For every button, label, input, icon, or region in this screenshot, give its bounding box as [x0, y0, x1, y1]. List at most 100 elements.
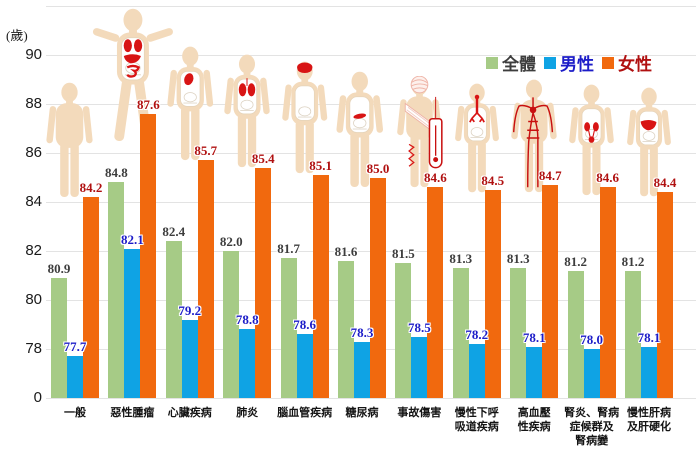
- value-label-all: 81.7: [277, 241, 300, 257]
- legend-label-female: 女性: [618, 55, 652, 74]
- bar-all: [395, 263, 412, 399]
- y-tick-label: 80: [25, 291, 42, 308]
- gridline: [46, 55, 696, 56]
- bar-female: [370, 177, 386, 398]
- y-axis-unit-label: (歲): [6, 28, 28, 43]
- legend-item-male: 男性: [544, 50, 594, 75]
- y-tick-label: 78: [25, 340, 42, 357]
- value-label-female: 87.6: [137, 96, 160, 112]
- category-label: 腎炎、腎病 症候群及 腎病變: [564, 407, 620, 447]
- pancreas-body-icon: [330, 71, 390, 190]
- gridline: [46, 398, 696, 399]
- category-label: 肺炎: [236, 407, 259, 419]
- bar-male: [641, 346, 657, 398]
- value-label-all: 81.5: [392, 246, 415, 262]
- bar-male: [411, 336, 428, 399]
- y-tick-label: 86: [25, 144, 42, 161]
- bar-all: [567, 270, 584, 398]
- bar-all: [510, 268, 527, 398]
- legend-item-all: 全體: [486, 50, 536, 75]
- category-label: 慢性下呼 吸道疾病: [454, 407, 499, 433]
- value-label-all: 82.0: [219, 234, 243, 249]
- value-label-female: 85.7: [194, 143, 218, 159]
- value-label-male: 78.8: [235, 312, 259, 328]
- accident-body-icon: [391, 75, 486, 190]
- y-tick-label: 88: [25, 95, 42, 112]
- y-tick-label: 84: [25, 193, 42, 210]
- bar-male: [296, 334, 313, 398]
- y-tick-label: 82: [25, 242, 42, 259]
- bar-male: [526, 346, 543, 398]
- legend-item-female: 女性: [602, 50, 652, 75]
- bar-female: [599, 187, 616, 398]
- bar-female: [312, 175, 329, 398]
- category-label: 心臟疾病: [167, 407, 212, 419]
- liver-body-icon: [621, 87, 677, 199]
- value-label-male: 78.1: [637, 329, 661, 345]
- gridline: [46, 153, 696, 154]
- legend-swatch-all-icon: [486, 56, 498, 69]
- bar-female: [484, 189, 501, 399]
- bar-all: [452, 268, 469, 398]
- brain-body-icon: [276, 61, 334, 176]
- value-label-all: 81.6: [334, 243, 358, 259]
- bar-male: [468, 344, 485, 398]
- kidney-body-icon: [563, 84, 620, 198]
- bar-male: [239, 329, 256, 398]
- value-label-all: 82.4: [162, 224, 186, 240]
- airway-body-icon: [449, 83, 505, 195]
- value-label-all: 81.2: [621, 253, 645, 269]
- bar-female: [197, 160, 214, 398]
- bar-all: [280, 258, 297, 398]
- bar-all: [108, 182, 125, 398]
- bar-all: [51, 277, 67, 398]
- bar-male: [354, 341, 370, 398]
- bar-female: [542, 184, 559, 398]
- bar-female: [427, 187, 444, 398]
- value-label-all: 84.8: [105, 165, 128, 181]
- value-label-male: 78.0: [580, 332, 603, 347]
- category-label: 糖尿病: [345, 407, 379, 419]
- value-label-all: 81.3: [506, 251, 530, 267]
- value-label-female: 85.1: [309, 158, 332, 174]
- value-label-female: 85.0: [366, 160, 390, 176]
- bar-male: [583, 349, 600, 398]
- value-label-male: 82.1: [121, 231, 144, 247]
- category-label: 高血壓 性疾病: [517, 407, 551, 433]
- heart-body-icon: [161, 46, 220, 163]
- value-label-male: 79.2: [178, 302, 202, 318]
- bar-female: [83, 197, 99, 398]
- legend-label-male: 男性: [560, 55, 594, 74]
- lungs-body-icon: [218, 54, 276, 170]
- bar-male: [181, 319, 198, 398]
- bar-all: [165, 241, 182, 398]
- value-label-female: 84.6: [596, 170, 619, 186]
- bar-male: [124, 248, 141, 398]
- bar-male: [67, 356, 83, 398]
- bar-all: [338, 260, 354, 398]
- y-tick-label: 90: [25, 46, 42, 63]
- value-label-male: 78.6: [293, 317, 316, 333]
- bar-female: [140, 113, 157, 398]
- value-label-male: 77.7: [63, 339, 87, 355]
- legend-swatch-male-icon: [544, 56, 556, 69]
- bar-female: [255, 167, 272, 398]
- value-label-female: 85.4: [251, 150, 275, 166]
- bar-female: [657, 192, 673, 398]
- legend: 全體 男性 女性: [486, 50, 652, 75]
- category-label: 事故傷害: [397, 407, 442, 419]
- value-label-female: 84.4: [653, 175, 677, 191]
- value-label-female: 84.7: [538, 167, 562, 183]
- value-label-male: 78.2: [465, 327, 489, 343]
- bar-all: [223, 251, 240, 398]
- y-axis-break-label: 0: [33, 389, 42, 406]
- value-label-all: 80.9: [47, 260, 71, 276]
- category-label: 一般: [64, 407, 86, 419]
- bar-all: [625, 270, 641, 398]
- value-label-female: 84.5: [481, 172, 505, 188]
- value-label-male: 78.3: [350, 324, 374, 340]
- value-label-male: 78.1: [522, 329, 546, 345]
- gridline: [46, 6, 696, 7]
- value-label-all: 81.2: [564, 253, 587, 269]
